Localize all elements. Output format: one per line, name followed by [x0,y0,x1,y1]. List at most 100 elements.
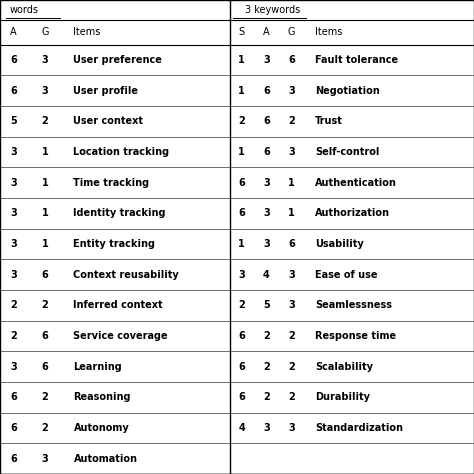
Text: Authentication: Authentication [315,178,397,188]
Text: 1: 1 [238,147,245,157]
Text: 2: 2 [10,301,17,310]
Text: 3: 3 [10,239,17,249]
Text: 6: 6 [42,331,48,341]
Text: Identity tracking: Identity tracking [73,208,166,218]
Text: Trust: Trust [315,116,343,126]
Text: 3: 3 [42,454,48,464]
Text: Scalability: Scalability [315,362,373,372]
Text: 6: 6 [42,362,48,372]
Text: G: G [41,27,49,37]
Text: 3: 3 [10,178,17,188]
Text: Reasoning: Reasoning [73,392,131,402]
Text: 3: 3 [288,147,295,157]
Text: 2: 2 [42,392,48,402]
Text: 2: 2 [288,331,295,341]
Text: 6: 6 [10,55,17,65]
Text: 1: 1 [238,239,245,249]
Text: Context reusability: Context reusability [73,270,179,280]
Text: 3: 3 [10,362,17,372]
Text: 6: 6 [238,392,245,402]
Text: Autonomy: Autonomy [73,423,129,433]
Text: 6: 6 [238,208,245,218]
Text: A: A [263,27,270,37]
Text: 1: 1 [42,239,48,249]
Text: 2: 2 [263,331,270,341]
Text: 1: 1 [42,208,48,218]
Text: 6: 6 [263,116,270,126]
Text: 3: 3 [288,301,295,310]
Text: 6: 6 [238,362,245,372]
Text: 4: 4 [238,423,245,433]
Text: 6: 6 [263,86,270,96]
Text: 6: 6 [10,86,17,96]
Text: 1: 1 [288,178,295,188]
Text: 1: 1 [288,208,295,218]
Text: 6: 6 [10,454,17,464]
Text: 6: 6 [10,392,17,402]
Text: 2: 2 [42,423,48,433]
Text: Self-control: Self-control [315,147,380,157]
Text: 3: 3 [263,55,270,65]
Text: S: S [239,27,245,37]
Text: 2: 2 [42,116,48,126]
Text: Learning: Learning [73,362,122,372]
Text: 3: 3 [263,239,270,249]
Text: Usability: Usability [315,239,364,249]
Text: Seamlessness: Seamlessness [315,301,392,310]
Text: Response time: Response time [315,331,396,341]
Text: Standardization: Standardization [315,423,403,433]
Text: 3: 3 [10,147,17,157]
Text: Authorization: Authorization [315,208,390,218]
Text: 3: 3 [10,208,17,218]
Text: Items: Items [73,27,101,37]
Text: User context: User context [73,116,144,126]
Text: 2: 2 [238,301,245,310]
Text: 4: 4 [263,270,270,280]
Text: Negotiation: Negotiation [315,86,380,96]
Text: Entity tracking: Entity tracking [73,239,155,249]
Text: 6: 6 [288,239,295,249]
Text: 3: 3 [10,270,17,280]
Text: Fault tolerance: Fault tolerance [315,55,398,65]
Text: 6: 6 [238,331,245,341]
Text: 3: 3 [42,55,48,65]
Text: Location tracking: Location tracking [73,147,170,157]
Text: 5: 5 [263,301,270,310]
Text: Time tracking: Time tracking [73,178,150,188]
Text: 1: 1 [238,86,245,96]
Text: 2: 2 [238,116,245,126]
Text: Inferred context: Inferred context [73,301,163,310]
Text: 3: 3 [288,86,295,96]
Text: 3: 3 [288,270,295,280]
Text: 3: 3 [238,270,245,280]
Text: 3: 3 [42,86,48,96]
Text: words: words [9,5,38,15]
Text: 5: 5 [10,116,17,126]
Text: 6: 6 [263,147,270,157]
Text: 2: 2 [288,392,295,402]
Text: 1: 1 [238,55,245,65]
Text: 6: 6 [288,55,295,65]
Text: A: A [10,27,17,37]
Text: Service coverage: Service coverage [73,331,168,341]
Text: 6: 6 [10,423,17,433]
Text: Items: Items [315,27,343,37]
Text: User preference: User preference [73,55,162,65]
Text: 3: 3 [288,423,295,433]
Text: Ease of use: Ease of use [315,270,378,280]
Text: 1: 1 [42,178,48,188]
Text: User profile: User profile [73,86,138,96]
Text: 3: 3 [263,178,270,188]
Text: Automation: Automation [73,454,137,464]
Text: G: G [288,27,295,37]
Text: 3: 3 [263,208,270,218]
Text: 1: 1 [42,147,48,157]
Text: 2: 2 [288,362,295,372]
Text: 3 keywords: 3 keywords [245,5,300,15]
Text: 3: 3 [263,423,270,433]
Text: 6: 6 [238,178,245,188]
Text: Durability: Durability [315,392,370,402]
Text: 6: 6 [42,270,48,280]
Text: 2: 2 [10,331,17,341]
Text: 2: 2 [288,116,295,126]
